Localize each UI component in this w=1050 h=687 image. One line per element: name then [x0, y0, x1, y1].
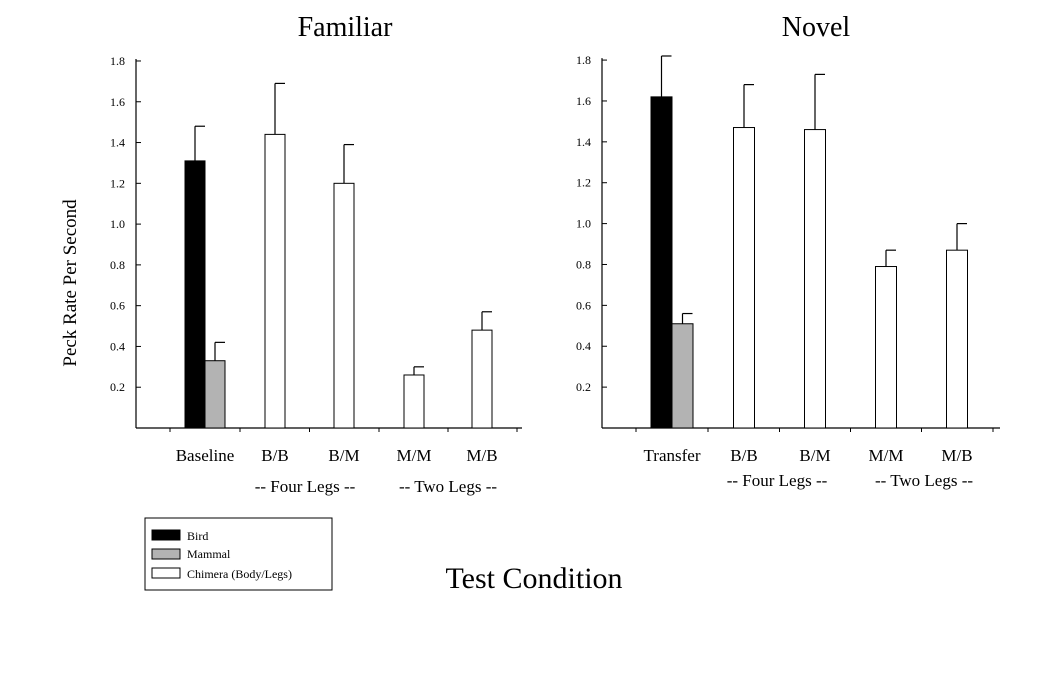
category-label: B/M	[328, 446, 359, 465]
y-tick-label: 0.6	[576, 298, 591, 312]
bar-chimera-bb	[733, 127, 755, 429]
legend-swatch-mammal	[151, 548, 181, 560]
group-label: -- Two Legs --	[875, 471, 973, 490]
category-label: M/M	[397, 446, 432, 465]
bar-bird-baseline	[184, 160, 206, 429]
y-tick-label: 1.8	[576, 53, 591, 67]
y-axis-label: Peck Rate Per Second	[60, 199, 81, 367]
category-label: B/B	[730, 446, 757, 465]
y-tick-label: 0.6	[110, 299, 125, 313]
y-tick-label: 1.4	[110, 136, 125, 150]
bar-chimera-bb	[264, 133, 286, 429]
y-tick-label: 0.4	[576, 339, 591, 353]
bar-mammal-transfer	[671, 323, 694, 429]
chart-title: Novel	[782, 12, 851, 43]
chart-panel-novel: Novel 0.2 0.4 0.6 0.8 1.0 1.2 1.4 1.6 1.8 Transfer…	[576, 12, 1000, 490]
y-tick-label: 1.4	[576, 135, 591, 149]
category-label: Transfer	[644, 446, 701, 465]
y-tick-label: 1.8	[110, 54, 125, 68]
y-tick-label: 1.0	[110, 217, 125, 231]
y-tick-label: 1.6	[110, 95, 125, 109]
chart-panel-familiar: Familiar 0.2 0.4 0.6 0.8 1.0 1.2 1.4 1.6 1.8 Basel…	[110, 12, 522, 496]
bar-bird-transfer	[650, 96, 673, 429]
group-label: -- Four Legs --	[727, 471, 828, 490]
y-tick-label: 0.8	[576, 257, 591, 271]
legend: Bird Mammal Chimera (Body/Legs)	[144, 517, 333, 591]
category-label: Baseline	[176, 446, 235, 465]
group-label: -- Four Legs --	[255, 477, 356, 496]
y-tick-label: 1.2	[110, 176, 125, 190]
x-axis-label: Test Condition	[445, 562, 622, 595]
bar-chimera-mb	[471, 329, 493, 429]
bar-chimera-mm	[403, 374, 425, 429]
y-tick-label: 1.0	[576, 217, 591, 231]
y-tick-label: 0.8	[110, 258, 125, 272]
bar-chimera-mm	[875, 266, 897, 429]
y-tick-label: 1.2	[576, 176, 591, 190]
bar-mammal-baseline	[204, 360, 226, 429]
chart-panels: Familiar 0.2 0.4 0.6 0.8 1.0 1.2 1.4 1.6 1.8 Basel…	[110, 12, 1000, 496]
legend-swatch-bird	[151, 529, 181, 541]
legend-swatch-chimera	[151, 567, 181, 579]
category-label: M/B	[466, 446, 497, 465]
y-tick-label: 0.4	[110, 339, 125, 353]
y-tick-label: 0.2	[576, 380, 591, 394]
category-label: M/B	[941, 446, 972, 465]
group-label: -- Two Legs --	[399, 477, 497, 496]
y-tick-label: 0.2	[110, 380, 125, 394]
legend-label-bird: Bird	[187, 529, 208, 543]
chart-title: Familiar	[298, 12, 394, 43]
category-label: B/B	[261, 446, 288, 465]
legend-label-chimera: Chimera (Body/Legs)	[187, 567, 292, 581]
bar-chimera-bm	[804, 129, 826, 429]
y-tick-label: 1.6	[576, 94, 591, 108]
category-label: B/M	[799, 446, 830, 465]
legend-label-mammal: Mammal	[187, 547, 231, 561]
bar-chimera-bm	[333, 182, 355, 429]
bar-chimera-mb	[946, 249, 968, 429]
category-label: M/M	[869, 446, 904, 465]
